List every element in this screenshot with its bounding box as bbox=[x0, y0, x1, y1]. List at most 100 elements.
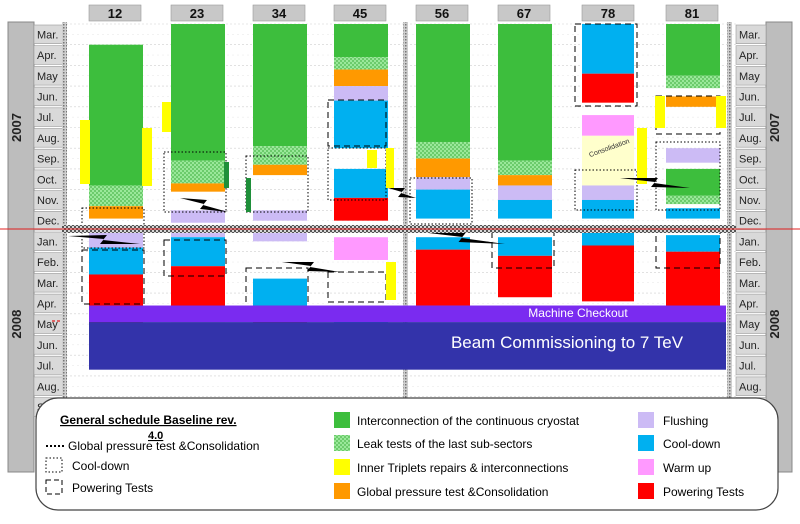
legend-version: 4.0 bbox=[148, 430, 163, 442]
column-header-label: 12 bbox=[108, 6, 122, 21]
month-cell bbox=[735, 273, 767, 293]
month-label: Jul. bbox=[739, 112, 756, 124]
bar-cooldown bbox=[334, 168, 388, 198]
month-cell bbox=[735, 252, 767, 272]
bar-cooldown bbox=[498, 199, 552, 219]
legend-item-label: Flushing bbox=[663, 414, 708, 428]
bar-cooldown bbox=[582, 199, 634, 219]
powering-outline bbox=[81, 249, 145, 305]
month-label: Dec. bbox=[37, 216, 60, 228]
legend-box bbox=[35, 397, 779, 511]
bar-flushing bbox=[498, 185, 552, 200]
triplets-marker bbox=[655, 96, 665, 128]
bar-powering bbox=[416, 249, 470, 306]
month-cell bbox=[735, 148, 767, 169]
month-label: Mar. bbox=[37, 29, 58, 41]
lightning-arrow bbox=[68, 235, 140, 244]
legend-line-item-label: Cool-down bbox=[72, 459, 129, 473]
month-label: Aug. bbox=[739, 133, 762, 145]
month-cell bbox=[735, 107, 767, 127]
year-label: 2007 bbox=[767, 113, 782, 142]
month-label: Feb. bbox=[37, 257, 59, 269]
lightning-arrow bbox=[388, 188, 416, 198]
month-label: Mar. bbox=[739, 29, 760, 41]
bar-leak bbox=[171, 160, 225, 184]
bar-warmup bbox=[582, 115, 634, 136]
bar-cooldown bbox=[334, 100, 388, 149]
column-header-box bbox=[252, 4, 306, 22]
month-cell bbox=[735, 293, 767, 314]
month-label: Nov. bbox=[739, 195, 761, 207]
month-cell bbox=[735, 66, 767, 86]
lightning-arrow bbox=[180, 198, 228, 212]
year-labels: 2007 2007 2008 2008 bbox=[9, 113, 782, 339]
bar-powering bbox=[666, 251, 720, 308]
bar-pressure bbox=[171, 183, 225, 192]
middle-separator bbox=[403, 22, 408, 400]
bar-powering bbox=[582, 245, 634, 302]
bar-interconnection bbox=[666, 24, 720, 76]
legend-item-label: Powering Tests bbox=[663, 485, 744, 499]
triplets-marker bbox=[386, 262, 396, 300]
legend-swatch-warmup bbox=[638, 459, 654, 475]
bar-flushing bbox=[253, 233, 307, 242]
bar-leak bbox=[253, 146, 307, 165]
bar-cooldown bbox=[416, 237, 470, 250]
month-label: Nov. bbox=[37, 195, 59, 207]
month-cell bbox=[735, 335, 767, 355]
legend: General schedule Baseline rev. 4.0 Globa… bbox=[45, 412, 744, 499]
legend-line-item-label: Global pressure test &Consolidation bbox=[68, 439, 259, 453]
month-label: Jan. bbox=[739, 236, 760, 248]
column-header-box bbox=[333, 4, 387, 22]
bar-interconnection bbox=[253, 24, 307, 147]
powering-outline bbox=[163, 239, 227, 277]
bar-interconnection bbox=[171, 24, 225, 161]
bar-interconnection bbox=[334, 24, 388, 58]
legend-item-label: Cool-down bbox=[663, 437, 720, 451]
left-separator bbox=[62, 22, 67, 400]
month-label: Jun. bbox=[739, 340, 760, 352]
month-cell bbox=[735, 128, 767, 148]
year-label: 2008 bbox=[9, 310, 24, 339]
column-header-label: 23 bbox=[190, 6, 204, 21]
bar-pressure bbox=[498, 175, 552, 186]
bar-flushing bbox=[582, 185, 634, 200]
bar-cooldown bbox=[89, 247, 143, 275]
legend-item-label: Global pressure test &Consolidation bbox=[357, 485, 548, 499]
powering-outline bbox=[327, 99, 387, 147]
column-header-label: 56 bbox=[435, 6, 449, 21]
month-label: Apr. bbox=[739, 298, 759, 310]
bar-powering bbox=[498, 255, 552, 298]
left-month-axis: Mar. Apr. May Jun. Jul. Aug. Sep. Oct. Nov. Dec. J… bbox=[33, 24, 65, 417]
left-year-panel bbox=[7, 21, 35, 473]
bar-pressure bbox=[666, 96, 720, 107]
green-marker bbox=[224, 162, 229, 188]
month-label: Jun. bbox=[739, 91, 760, 103]
legend-item-label: Inner Triplets repairs & interconnection… bbox=[357, 461, 568, 475]
month-cell bbox=[735, 376, 767, 396]
powering-outline bbox=[574, 23, 638, 107]
machine-checkout-label: Machine Checkout bbox=[528, 306, 628, 320]
month-cell bbox=[735, 45, 767, 65]
legend-title: General schedule Baseline rev. bbox=[60, 413, 237, 427]
bar-flushing bbox=[253, 210, 307, 221]
bar-flushing bbox=[666, 148, 720, 163]
cooldown-outline bbox=[574, 169, 638, 211]
bar-interconnection bbox=[89, 44, 143, 186]
month-label: May bbox=[739, 71, 760, 83]
bar-interconnection bbox=[666, 168, 720, 196]
bar-interconnection bbox=[416, 24, 470, 142]
legend-item-label: Warm up bbox=[663, 461, 712, 475]
month-label: Oct. bbox=[37, 174, 57, 186]
month-label: Apr. bbox=[37, 298, 57, 310]
year-label: 2008 bbox=[767, 310, 782, 339]
triplets-marker bbox=[637, 128, 647, 184]
bar-cooldown bbox=[253, 278, 307, 306]
legend-swatch-pressure bbox=[334, 483, 350, 499]
column-header-label: 78 bbox=[601, 6, 615, 21]
bar-powering bbox=[334, 197, 388, 221]
column-header-box bbox=[581, 4, 635, 22]
legend-dotted-box bbox=[45, 457, 63, 473]
month-label: Dec. bbox=[739, 216, 762, 228]
month-label: Jul. bbox=[37, 361, 54, 373]
